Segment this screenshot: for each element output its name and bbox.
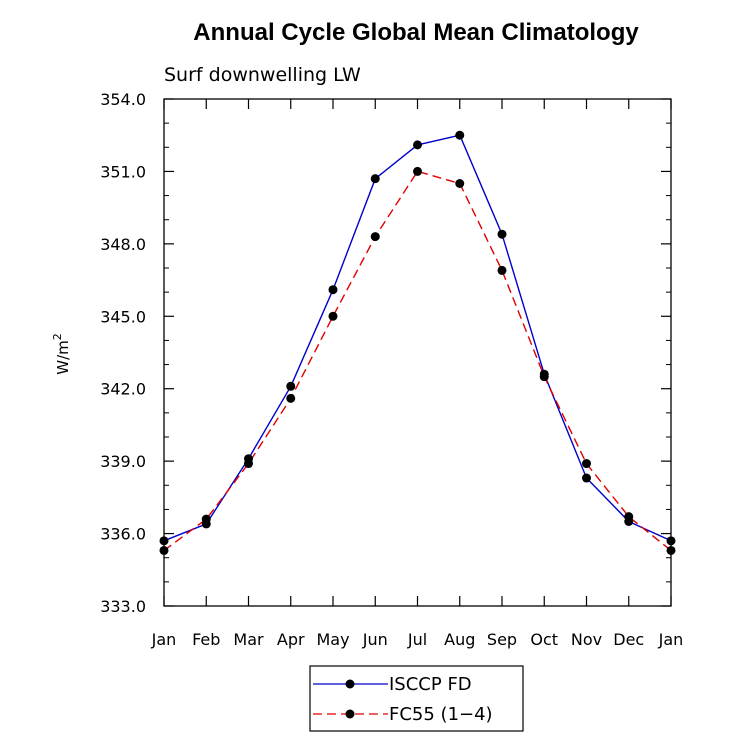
series-lines — [159, 130, 676, 555]
data-point-series-1 — [201, 514, 211, 524]
y-tick-label: 348.0 — [100, 235, 146, 254]
x-tick-label: Mar — [233, 630, 264, 649]
x-tick-label: Jun — [362, 630, 388, 649]
data-point-series-1 — [455, 179, 465, 188]
legend-label-fc55: FC55 (1−4) — [389, 704, 493, 725]
y-tick-label: 336.0 — [100, 525, 146, 544]
data-point-series-1 — [582, 459, 591, 469]
data-point-series-0 — [286, 381, 296, 391]
x-tick-label: Apr — [277, 630, 305, 649]
data-point-series-1 — [328, 311, 338, 321]
data-point-series-0 — [582, 473, 591, 483]
data-point-series-0 — [159, 536, 169, 546]
y-tick-label: 345.0 — [100, 307, 146, 326]
y-axis-label: W/m2 — [51, 333, 72, 375]
y-tick-label: 333.0 — [100, 597, 146, 616]
data-point-series-1 — [624, 512, 634, 522]
chart-subtitle: Surf downwelling LW — [164, 64, 361, 86]
legend-marker-isccp-fd — [345, 679, 355, 689]
series-line-0 — [163, 134, 672, 542]
legend: ISCCP FD FC55 (1−4) — [309, 665, 524, 732]
data-point-series-1 — [286, 393, 296, 403]
x-tick-label: Jan — [658, 630, 684, 649]
y-tick-label: 339.0 — [100, 452, 146, 471]
x-tick-label: May — [316, 630, 349, 649]
data-point-series-0 — [328, 285, 338, 295]
data-point-series-0 — [666, 536, 676, 546]
x-tick-label: Dec — [613, 630, 644, 649]
x-tick-label: Jul — [407, 630, 427, 649]
data-point-series-1 — [539, 372, 549, 382]
legend-label-isccp-fd: ISCCP FD — [389, 674, 472, 695]
y-tick-label: 342.0 — [100, 380, 146, 399]
axes: Jan Feb Mar Apr May Jun Jul Aug Sep Oct Nov Dec Jan 3… — [100, 90, 683, 649]
legend-box — [309, 665, 524, 732]
data-point-series-1 — [370, 232, 380, 242]
data-point-series-0 — [497, 229, 507, 239]
data-point-series-1 — [159, 545, 169, 555]
x-tick-label: Aug — [444, 630, 475, 649]
y-tick-label: 351.0 — [100, 162, 146, 181]
data-point-series-1 — [666, 545, 676, 555]
y-axis-label-text: W/m — [54, 340, 72, 375]
data-point-series-1 — [497, 265, 507, 275]
data-point-series-0 — [370, 174, 380, 184]
x-tick-label: Jan — [151, 630, 177, 649]
data-point-series-0 — [413, 140, 422, 150]
x-tick-label: Feb — [192, 630, 220, 649]
y-axis-label-superscript: 2 — [51, 333, 64, 340]
legend-marker-fc55 — [345, 709, 355, 719]
chart-title: Annual Cycle Global Mean Climatology — [193, 19, 639, 46]
svg-text:W/m2: W/m2 — [51, 333, 72, 375]
y-tick-label: 354.0 — [100, 90, 146, 109]
data-point-series-1 — [413, 166, 422, 176]
x-tick-label: Nov — [571, 630, 602, 649]
data-point-series-0 — [455, 130, 465, 140]
x-tick-label: Oct — [530, 630, 558, 649]
x-tick-label: Sep — [487, 630, 517, 649]
series-line-1 — [163, 170, 672, 552]
data-point-series-1 — [244, 459, 253, 469]
